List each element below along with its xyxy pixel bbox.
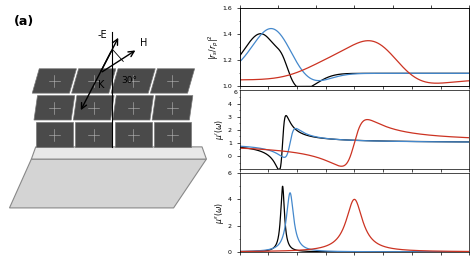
- Text: 6: 6: [233, 90, 237, 95]
- Polygon shape: [31, 147, 206, 159]
- Text: (a): (a): [14, 15, 34, 28]
- Text: 30°: 30°: [121, 76, 137, 85]
- Polygon shape: [115, 122, 152, 147]
- Polygon shape: [111, 69, 155, 93]
- Polygon shape: [9, 159, 206, 208]
- Text: H: H: [140, 39, 147, 49]
- Y-axis label: $|r_s/r_p|^2$: $|r_s/r_p|^2$: [206, 34, 220, 60]
- Polygon shape: [152, 96, 193, 120]
- Text: K: K: [98, 80, 104, 90]
- Polygon shape: [34, 96, 75, 120]
- Polygon shape: [36, 122, 73, 147]
- Polygon shape: [113, 96, 154, 120]
- Polygon shape: [150, 69, 195, 93]
- Y-axis label: $\mu''(\omega)$: $\mu''(\omega)$: [213, 201, 227, 224]
- Polygon shape: [75, 122, 112, 147]
- Polygon shape: [32, 69, 76, 93]
- Polygon shape: [72, 69, 116, 93]
- Y-axis label: $\mu'(\omega)$: $\mu'(\omega)$: [213, 120, 227, 140]
- Polygon shape: [73, 96, 114, 120]
- Polygon shape: [154, 122, 191, 147]
- Text: -E: -E: [98, 30, 107, 40]
